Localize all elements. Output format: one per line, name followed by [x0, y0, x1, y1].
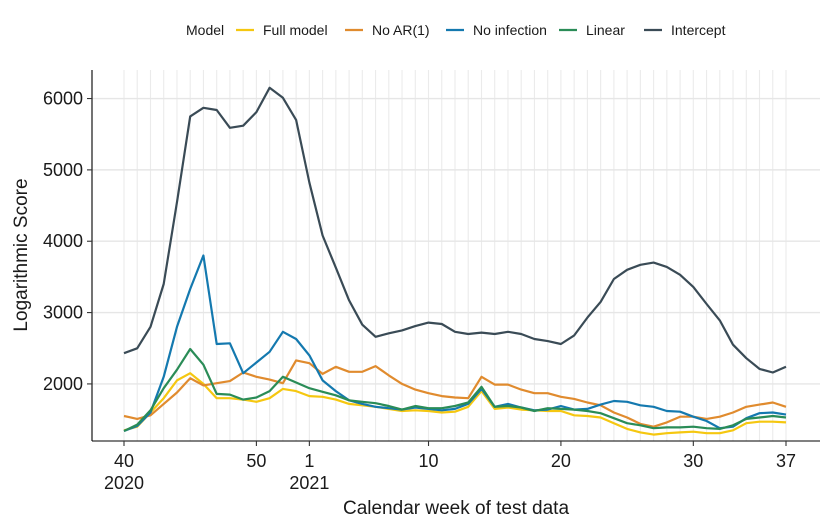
y-tick-label: 2000 [43, 374, 83, 394]
series-line-no-infection [123, 254, 787, 433]
x-tick-label: 37 [776, 451, 796, 471]
legend-title: Model [186, 22, 224, 38]
series-line-full-model [123, 372, 787, 436]
x-tick-label: 30 [683, 451, 703, 471]
x-tick-year-label: 2020 [104, 473, 144, 493]
legend-label: Linear [586, 22, 625, 38]
legend-label: No AR(1) [372, 22, 430, 38]
grid [92, 70, 820, 441]
x-tick-year-label: 2021 [289, 473, 329, 493]
series-line-intercept [123, 86, 787, 374]
legend-label: Full model [263, 22, 328, 38]
x-tick-label: 1 [304, 451, 314, 471]
y-tick-label: 5000 [43, 160, 83, 180]
series-lines [123, 86, 787, 436]
x-axis-title: Calendar week of test data [343, 498, 569, 519]
y-axis-title: Logarithmic Score [11, 178, 32, 331]
series-line-no-ar-1- [123, 359, 787, 428]
y-tick-label: 4000 [43, 231, 83, 251]
legend-label: Intercept [671, 22, 726, 38]
legend-label: No infection [473, 22, 547, 38]
y-tick-label: 3000 [43, 303, 83, 323]
series-line-linear [123, 347, 787, 432]
x-tick-label: 20 [551, 451, 571, 471]
x-tick-label: 50 [246, 451, 266, 471]
x-tick-label: 40 [114, 451, 134, 471]
y-tick-label: 6000 [43, 89, 83, 109]
x-tick-label: 10 [419, 451, 439, 471]
legend: Model Full model No AR(1) No infection Line… [186, 22, 726, 38]
